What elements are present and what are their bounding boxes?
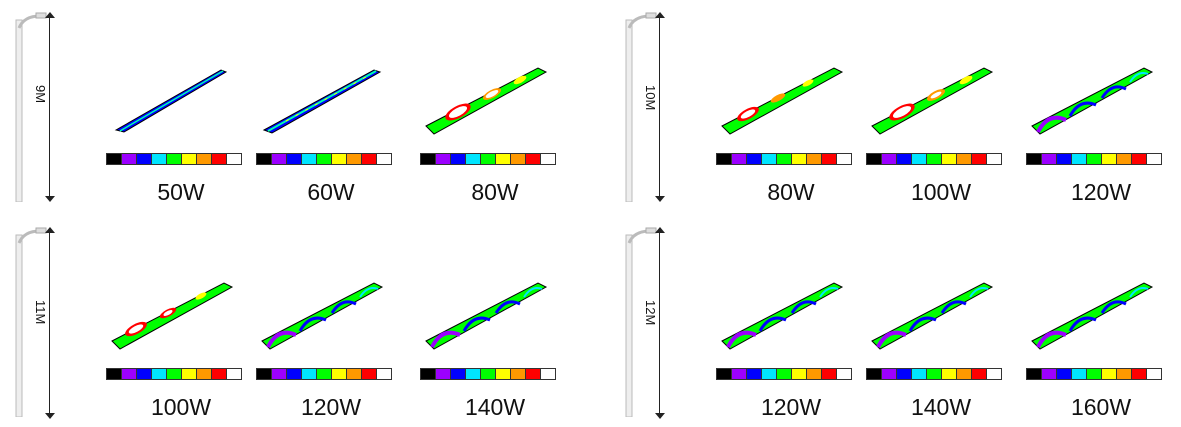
height-label: 10M	[643, 85, 658, 111]
panel-80w: 80W	[420, 12, 570, 212]
legend-bar	[420, 153, 556, 165]
height-arrow	[40, 227, 60, 419]
group-9m: 9M 50W 60W	[0, 0, 590, 211]
panel-60w: 60W	[256, 12, 406, 212]
wattage-label: 80W	[767, 179, 815, 205]
illuminance-map	[1031, 67, 1154, 135]
wattage-label: 140W	[910, 394, 972, 420]
group-12m: 12M 120W 140W	[610, 215, 1181, 426]
panel-80w: 80W	[716, 12, 866, 212]
illuminance-map	[1031, 282, 1154, 350]
wattage-label: 120W	[1070, 179, 1132, 205]
street-pole-icon	[15, 227, 47, 417]
legend-bar	[1026, 368, 1162, 380]
wattage-label: 160W	[1070, 394, 1132, 420]
illuminance-map	[425, 282, 548, 350]
wattage-label: 100W	[150, 394, 212, 420]
legend-bar	[106, 153, 242, 165]
group-10m: 10M 80W 100W	[610, 0, 1181, 211]
legend-bar	[716, 153, 852, 165]
height-arrow	[650, 227, 670, 419]
wattage-label: 120W	[760, 394, 822, 420]
wattage-label: 120W	[300, 394, 362, 420]
panel-100w: 100W	[106, 227, 256, 427]
panel-140w: 140W	[866, 227, 1016, 427]
legend-bar	[420, 368, 556, 380]
illuminance-map	[262, 69, 382, 134]
wattage-label: 80W	[471, 179, 519, 205]
illuminance-map	[261, 282, 384, 350]
legend-bar	[256, 368, 392, 380]
height-label: 12M	[643, 300, 658, 326]
legend-bar	[256, 153, 392, 165]
group-11m: 11M 100W 120W	[0, 215, 590, 426]
illuminance-map	[871, 67, 994, 135]
wattage-label: 140W	[464, 394, 526, 420]
illuminance-map	[721, 67, 844, 135]
legend-bar	[866, 153, 1002, 165]
panel-50w: 50W	[106, 12, 256, 212]
legend-bar	[1026, 153, 1162, 165]
panel-160w: 160W	[1026, 227, 1176, 427]
legend-bar	[716, 368, 852, 380]
height-label: 11M	[33, 300, 48, 325]
panel-120w: 120W	[1026, 12, 1176, 212]
illuminance-map	[721, 282, 844, 350]
illuminance-map	[114, 69, 228, 133]
illuminance-map	[425, 67, 548, 135]
height-label: 9M	[33, 85, 48, 104]
illuminance-map	[111, 282, 234, 350]
panel-120w: 120W	[716, 227, 866, 427]
legend-bar	[106, 368, 242, 380]
street-pole-icon	[625, 227, 657, 417]
panel-140w: 140W	[420, 227, 570, 427]
legend-bar	[866, 368, 1002, 380]
height-arrow	[40, 12, 60, 202]
panel-100w: 100W	[866, 12, 1016, 212]
wattage-label: 60W	[307, 179, 355, 205]
illuminance-map	[871, 282, 994, 350]
wattage-label: 50W	[157, 179, 205, 205]
height-arrow	[650, 12, 670, 202]
panel-120w: 120W	[256, 227, 406, 427]
wattage-label: 100W	[910, 179, 972, 205]
street-pole-icon	[625, 12, 657, 202]
